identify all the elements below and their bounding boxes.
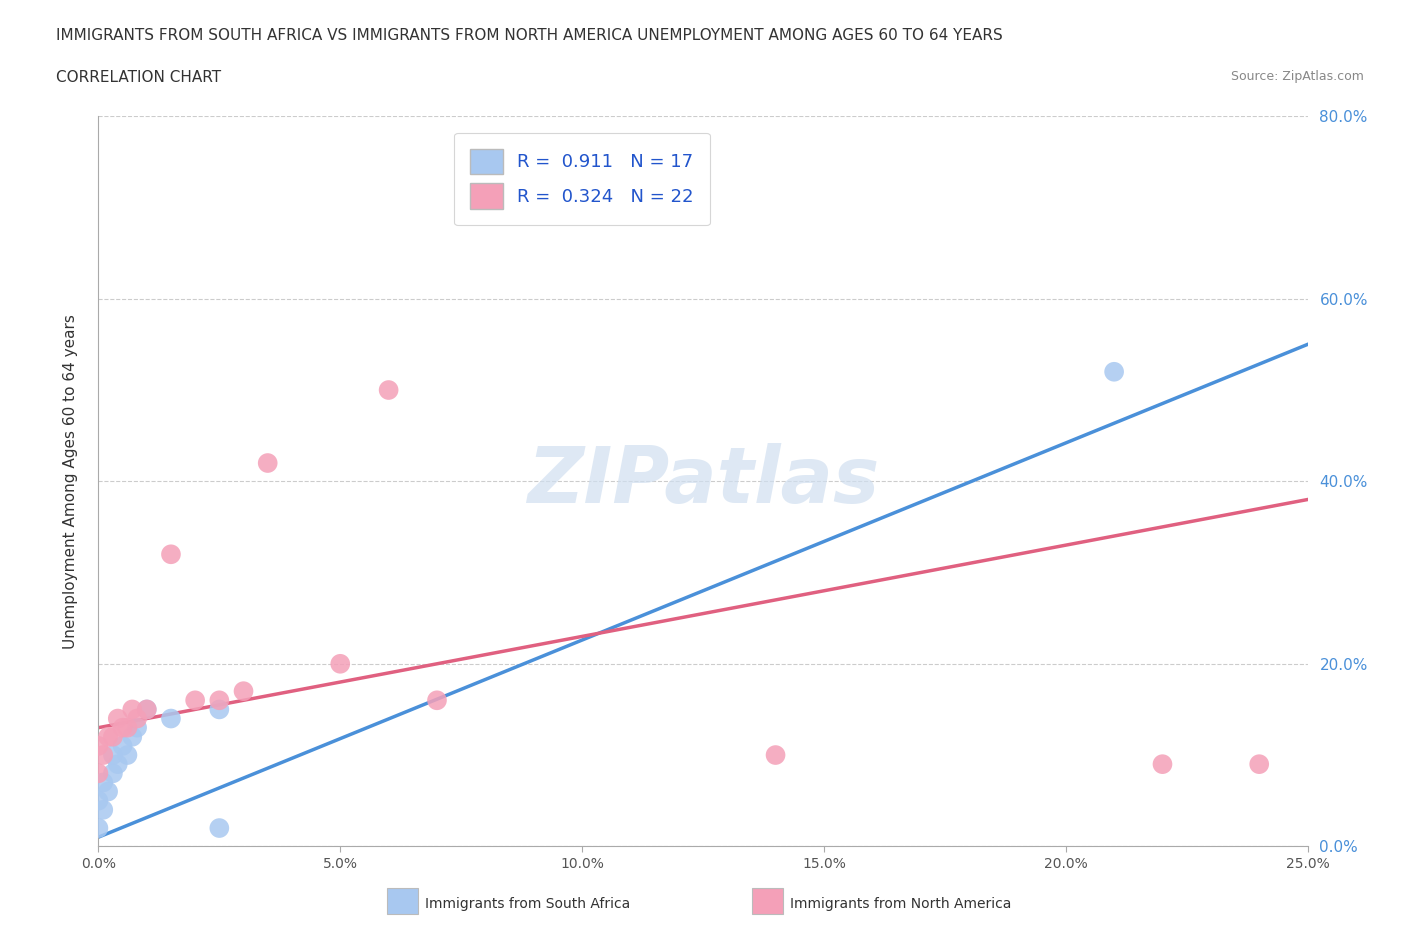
Point <box>87 766 110 781</box>
Point <box>91 803 114 817</box>
Point <box>135 702 157 717</box>
Text: Immigrants from South Africa: Immigrants from South Africa <box>425 897 630 911</box>
Point <box>232 684 254 698</box>
Point <box>107 711 129 726</box>
Legend: R =  0.911   N = 17, R =  0.324   N = 22: R = 0.911 N = 17, R = 0.324 N = 22 <box>454 133 710 225</box>
Point <box>107 757 129 772</box>
Point <box>377 382 399 397</box>
Point <box>91 748 114 763</box>
Point <box>117 748 139 763</box>
Point <box>135 702 157 717</box>
Point <box>87 738 110 753</box>
Point <box>101 729 124 744</box>
Point <box>426 693 449 708</box>
Text: Source: ZipAtlas.com: Source: ZipAtlas.com <box>1230 70 1364 83</box>
Text: IMMIGRANTS FROM SOUTH AFRICA VS IMMIGRANTS FROM NORTH AMERICA UNEMPLOYMENT AMONG: IMMIGRANTS FROM SOUTH AFRICA VS IMMIGRAN… <box>56 28 1002 43</box>
Point <box>101 766 124 781</box>
Point <box>97 729 120 744</box>
Point <box>127 711 149 726</box>
Point <box>127 720 149 735</box>
Point <box>121 729 143 744</box>
Point <box>208 702 231 717</box>
Point <box>111 720 134 735</box>
Text: CORRELATION CHART: CORRELATION CHART <box>56 70 221 85</box>
Text: Immigrants from North America: Immigrants from North America <box>790 897 1011 911</box>
Point <box>208 693 231 708</box>
Point <box>87 820 110 835</box>
Point <box>765 748 787 763</box>
Text: ZIPatlas: ZIPatlas <box>527 444 879 519</box>
Point <box>1249 757 1271 772</box>
Point <box>208 820 231 835</box>
Point <box>91 775 114 790</box>
Point <box>117 720 139 735</box>
Point <box>329 657 352 671</box>
Point <box>1102 365 1125 379</box>
Point <box>160 711 183 726</box>
Point <box>111 738 134 753</box>
Point <box>101 748 124 763</box>
Point <box>256 456 278 471</box>
Point <box>1152 757 1174 772</box>
Y-axis label: Unemployment Among Ages 60 to 64 years: Unemployment Among Ages 60 to 64 years <box>63 313 77 649</box>
Point <box>160 547 183 562</box>
Point <box>97 784 120 799</box>
Point <box>184 693 207 708</box>
Point <box>121 702 143 717</box>
Point <box>87 793 110 808</box>
